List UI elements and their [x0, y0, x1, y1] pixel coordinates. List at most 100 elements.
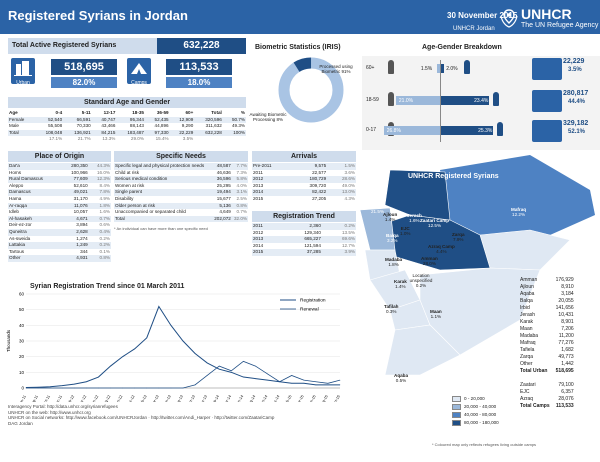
pyramid-male-pct: 23.4% — [474, 97, 489, 104]
governorate-row: Irbid 141,656 — [520, 304, 574, 311]
chart-point — [315, 381, 317, 383]
footer-links: Interagency Portal: http://data.unhcr.or… — [8, 404, 274, 426]
needs-cell: 0.8% — [231, 202, 248, 210]
governorate-name: Mafraq — [520, 339, 536, 346]
page-title: Registered Syrians in Jordan — [8, 8, 188, 23]
pyramid-axis — [440, 60, 441, 142]
registration-trend-cell: 2015 — [252, 249, 280, 256]
pyramid-female-bar — [395, 96, 440, 105]
chart-xtick-label: Apr-15 — [295, 395, 304, 403]
chart-point — [110, 387, 111, 389]
arrivals-row: Pre-2011 9,575 1.5% — [252, 163, 356, 170]
chart-point — [327, 384, 329, 386]
origin-cell: 7.8% — [88, 189, 111, 196]
chart-point — [74, 383, 75, 385]
arrivals-cell: 2014 — [252, 189, 292, 196]
age-gender-cell — [223, 136, 246, 143]
arrivals-title: Arrivals — [252, 151, 356, 162]
chart-xtick-label: Oct-12 — [114, 395, 123, 403]
chart-point — [267, 379, 268, 381]
needs-cell: Unaccompanied or separated child — [115, 209, 186, 215]
origin-row: Damascus 49,021 7.8% — [8, 189, 111, 196]
governorate-value: 1,442 — [561, 360, 574, 367]
chart-point — [182, 387, 184, 389]
chart-title: Syrian Registration Trend since 01 March… — [30, 283, 185, 290]
pyramid-female-bar — [436, 64, 440, 73]
age-gender-cell: 136,921 — [63, 129, 92, 137]
chart-xtick-label: Feb-14 — [211, 395, 220, 403]
chart-point — [49, 386, 51, 388]
age-gender-cell: 43,466 — [101, 123, 116, 129]
origin-row: Dar'a 280,350 44.3% — [8, 163, 111, 170]
origin-row: Tartous 344 0.1% — [8, 249, 111, 256]
map-label: Ajloun 1.4% — [383, 212, 397, 223]
map-label-pct: 3.2% — [387, 238, 398, 244]
registration-trend-cell: 0.2% — [321, 223, 356, 230]
age-gender-cell: 97,330 — [144, 129, 170, 137]
map-region-maan — [419, 267, 541, 356]
origin-row: Hama 31,170 4.9% — [8, 196, 111, 203]
arrivals-row: 2015 27,205 4.3% — [252, 196, 356, 203]
governorate-row: Jerash 10,431 — [520, 311, 574, 318]
origin-table: Dar'a 280,350 44.3% Homs 100,966 16.0% Rural D… — [8, 163, 111, 262]
arrivals-cell: 2011 — [253, 169, 263, 175]
chart-xtick-label: Aug-15 — [319, 395, 329, 403]
map-label-name: Zarqa — [452, 232, 465, 237]
map-region-zarqa — [479, 229, 571, 271]
pyramid-age-label: 0-17 — [366, 127, 377, 133]
chart-point — [279, 381, 280, 383]
chart-xtick-label: Oct-15 — [332, 395, 341, 403]
chart-point — [218, 368, 220, 370]
origin-row: Al-hasakeh 4,671 0.7% — [8, 215, 111, 223]
needs-cell: 32.0% — [231, 215, 248, 223]
chart-point — [243, 361, 244, 362]
family-icon — [532, 90, 562, 112]
age-gender-cell: 9,290 — [181, 123, 194, 129]
origin-cell: Quneitra — [8, 228, 62, 236]
total-camps-row: Total Camps 113,533 — [520, 402, 574, 409]
needs-row: Disability 15,677 2.5% — [114, 196, 248, 203]
chart-point — [37, 387, 39, 389]
camp-row: Azraq 28,076 — [520, 395, 574, 402]
chart-xtick-label: Dec-11 — [54, 395, 63, 403]
governorate-value: 49,773 — [558, 353, 574, 360]
governorate-row: Ajloun 8,910 — [520, 283, 574, 290]
governorate-name: Balqa — [520, 297, 533, 304]
arrivals-cell: 180,729 — [291, 176, 328, 183]
map-label-name: EJC — [400, 226, 410, 231]
needs-cell: 36,596 — [211, 176, 232, 183]
registration-trend-row: 2011 2,360 0.2% — [252, 223, 356, 230]
arrivals-table: Pre-2011 9,575 1.5% 2011 22,577 3.6% 2012 180,7… — [252, 163, 356, 203]
needs-cell: Total — [114, 215, 212, 223]
governorate-name: Zaatari — [520, 381, 536, 388]
governorate-value: 113,533 — [555, 402, 574, 409]
registration-trend-chart: Thousands 0 10 20 30 40 50 60 Jun-11 Aug-11 Oct-11… — [6, 292, 341, 403]
needs-row: Specific legal and physical protection n… — [114, 163, 248, 170]
needs-cell: Single parent — [114, 189, 212, 196]
pyramid-total-value: 22,229 — [563, 58, 585, 65]
chart-xtick-label: Jun-15 — [307, 395, 316, 403]
origin-cell: 0.7% — [88, 215, 111, 223]
map-label: Zaatari Camp 12.5% — [420, 218, 449, 229]
pyramid-female-pct: 1.5% — [420, 65, 433, 72]
legend-swatch — [452, 404, 461, 410]
age-gender-header-cell: Total — [194, 110, 223, 117]
biometric-title: Biometric Statistics (IRIS) — [255, 44, 341, 51]
needs-cell: Disability — [115, 195, 134, 201]
arrivals-cell: 13.0% — [327, 189, 356, 196]
needs-cell: Women at risk — [115, 182, 145, 188]
needs-cell: 4.0% — [236, 182, 247, 188]
age-gender-cell: 55,508 — [48, 123, 63, 129]
needs-cell: Child at risk — [115, 169, 139, 175]
age-gender-table: Age 0-4 5-11 12-17 18-35 36-59 60+ Total% Female… — [8, 110, 246, 143]
age-gender-header-row: Age 0-4 5-11 12-17 18-35 36-59 60+ Total% — [8, 110, 246, 117]
origin-cell: Other — [8, 255, 62, 262]
needs-cell: 46,636 — [216, 169, 231, 175]
chart-ytick-label: 20 — [19, 354, 25, 359]
needs-footnote: * An individual can have more than one s… — [114, 226, 208, 231]
chart-point — [267, 373, 268, 375]
chart-xtick-label: Feb-13 — [138, 395, 147, 403]
chart-xtick-label: Aug-14 — [247, 395, 257, 403]
pyramid-total-value: 280,817 — [563, 90, 589, 97]
origin-cell: Al-hasakeh — [8, 215, 62, 223]
